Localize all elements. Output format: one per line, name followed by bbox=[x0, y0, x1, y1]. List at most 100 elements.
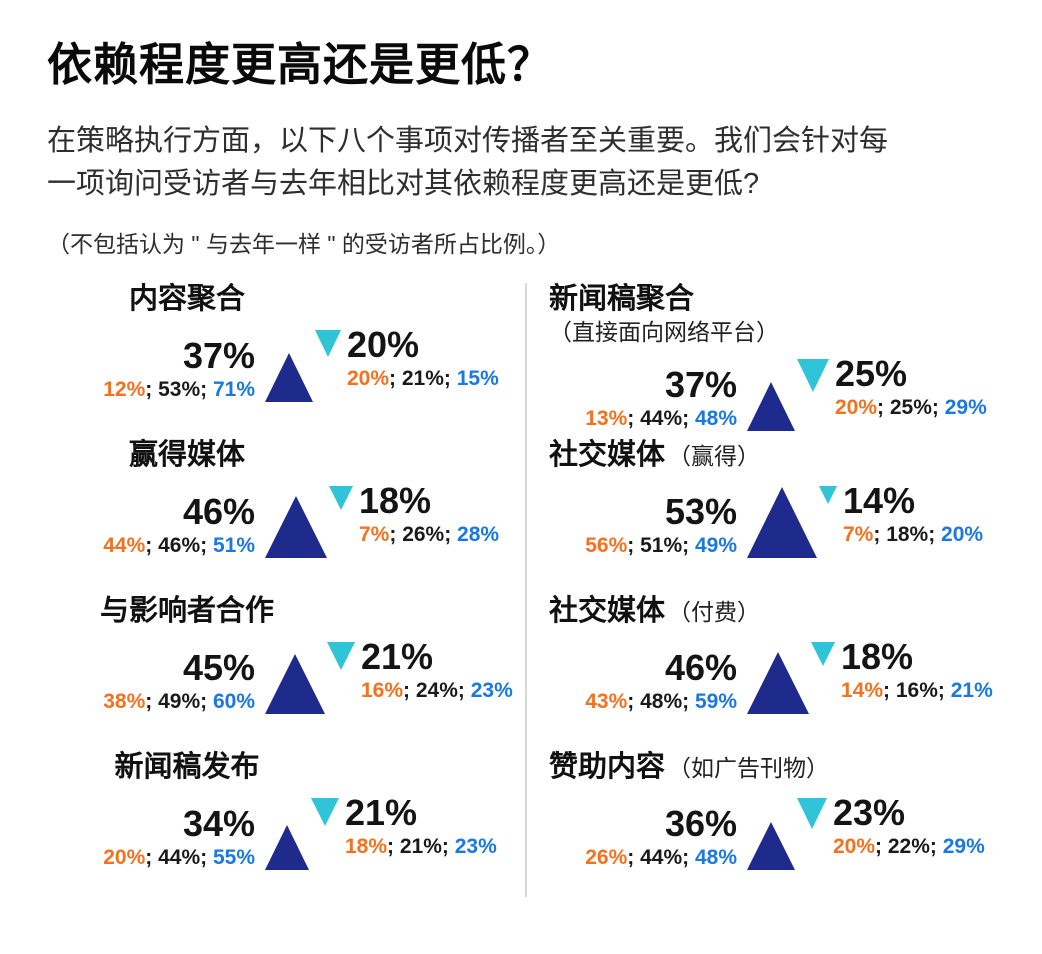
down-breakdown-orange: 20% bbox=[833, 835, 888, 858]
down-breakdown-black: 16% bbox=[896, 679, 951, 702]
down-breakdown-blue: 21% bbox=[950, 678, 993, 702]
right-column: 新闻稿聚合 （直接面向网络平台） 37% 13%44%48% 25% 20%25%… bbox=[525, 282, 1016, 897]
metric-card-social-media-paid: 社交媒体（付费） 46% 43%48%59% 18% 14%16%21% bbox=[549, 595, 1016, 741]
down-percent: 20% bbox=[347, 323, 420, 365]
up-breakdown-blue: 60% bbox=[212, 689, 255, 713]
down-breakdown-blue: 29% bbox=[944, 396, 987, 420]
down-stats: 20% 20%21%15% bbox=[313, 326, 499, 391]
card-chart: 34% 20%44%55% 21% 18%21%23% bbox=[47, 792, 525, 870]
up-stats: 46% 43%48%59% bbox=[549, 649, 737, 714]
up-breakdown: 13%44%48% bbox=[585, 407, 737, 431]
up-triangle-icon bbox=[265, 653, 325, 714]
card-subtitle-text: （赢得） bbox=[668, 442, 761, 469]
up-stats: 34% 20%44%55% bbox=[47, 805, 255, 870]
up-breakdown-blue: 49% bbox=[694, 533, 737, 557]
up-breakdown-black: 44% bbox=[640, 846, 695, 869]
down-stats: 18% 7%26%28% bbox=[327, 482, 499, 547]
card-title: 与影响者合作 bbox=[47, 595, 327, 628]
metric-card-earned-media: 赢得媒体 46% 44%46%51% 18% 7%26%28% bbox=[47, 439, 525, 585]
down-percent: 18% bbox=[359, 479, 432, 521]
card-title-text: 赞助内容 bbox=[549, 750, 666, 783]
card-title: 新闻稿聚合 （直接面向网络平台） bbox=[549, 283, 1016, 346]
up-stats: 36% 26%44%48% bbox=[549, 805, 737, 870]
down-breakdown-blue: 23% bbox=[470, 678, 513, 702]
up-breakdown-blue: 71% bbox=[212, 377, 255, 401]
up-triangle-icon bbox=[747, 382, 795, 432]
up-breakdown-black: 53% bbox=[158, 378, 213, 401]
down-breakdown-blue: 28% bbox=[457, 522, 500, 546]
down-breakdown: 14%16%21% bbox=[841, 679, 993, 703]
header: 依赖程度更高还是更低？ 在策略执行方面，以下八个事项对传播者至关重要。我们会针对… bbox=[47, 40, 1016, 259]
card-subtitle-text: （直接面向网络平台） bbox=[549, 318, 779, 345]
down-triangle-icon bbox=[819, 485, 837, 504]
page-title: 依赖程度更高还是更低？ bbox=[47, 39, 554, 90]
up-breakdown-black: 48% bbox=[640, 690, 695, 713]
down-breakdown-orange: 20% bbox=[835, 396, 890, 419]
up-breakdown-orange: 13% bbox=[585, 407, 640, 430]
down-percent: 21% bbox=[345, 791, 418, 833]
card-title-text: 内容聚合 bbox=[128, 282, 245, 315]
down-stats: 25% 20%25%29% bbox=[795, 355, 987, 420]
card-title-text: 社交媒体 bbox=[549, 594, 666, 627]
down-breakdown-black: 21% bbox=[400, 835, 455, 858]
card-chart: 53% 56%51%49% 14% 7%18%20% bbox=[549, 480, 1016, 558]
down-breakdown: 7%26%28% bbox=[359, 523, 499, 547]
left-column: 内容聚合 37% 12%53%71% 20% 20%21%15% 赢得媒体 bbox=[47, 283, 525, 897]
down-stats: 21% 16%24%23% bbox=[325, 638, 513, 703]
down-stats: 21% 18%21%23% bbox=[309, 794, 497, 859]
down-breakdown: 16%24%23% bbox=[361, 679, 513, 703]
up-breakdown-black: 46% bbox=[158, 534, 213, 557]
up-percent: 34% bbox=[182, 803, 255, 845]
down-stat-stack: 14% 7%18%20% bbox=[843, 482, 983, 547]
up-breakdown-blue: 48% bbox=[694, 407, 737, 431]
up-percent: 36% bbox=[664, 803, 737, 845]
up-triangle-icon bbox=[265, 495, 327, 558]
metric-card-press-release-aggregation: 新闻稿聚合 （直接面向网络平台） 37% 13%44%48% 25% 20%25%… bbox=[549, 283, 1016, 432]
card-title: 社交媒体 （付费） bbox=[549, 595, 1016, 628]
card-chart: 37% 13%44%48% 25% 20%25%29% bbox=[549, 353, 1016, 432]
up-percent: 46% bbox=[664, 647, 737, 689]
up-breakdown-black: 44% bbox=[640, 407, 695, 430]
card-chart: 45% 38%49%60% 21% 16%24%23% bbox=[47, 636, 525, 714]
up-stats: 37% 12%53%71% bbox=[47, 337, 255, 402]
card-subtitle-text: （如广告刊物） bbox=[668, 754, 830, 781]
card-title: 社交媒体 （赢得） bbox=[549, 439, 1016, 472]
down-triangle-icon bbox=[311, 797, 339, 826]
up-breakdown: 20%44%55% bbox=[103, 846, 255, 870]
metric-card-sponsored-content: 赞助内容（如广告刊物） 36% 26%44%48% 23% 20%22%29% bbox=[549, 751, 1016, 897]
down-triangle-icon bbox=[797, 797, 827, 829]
intro-text: 在策略执行方面，以下八个事项对传播者至关重要。我们会针对每一项询问受访者与去年相… bbox=[47, 124, 889, 201]
down-percent: 21% bbox=[361, 635, 434, 677]
up-breakdown: 12%53%71% bbox=[103, 378, 255, 402]
up-stats: 45% 38%49%60% bbox=[47, 649, 255, 714]
up-breakdown-blue: 48% bbox=[694, 845, 737, 869]
up-triangle-icon bbox=[265, 352, 313, 402]
card-chart: 46% 43%48%59% 18% 14%16%21% bbox=[549, 636, 1016, 714]
up-breakdown-black: 51% bbox=[640, 534, 695, 557]
down-breakdown-black: 24% bbox=[416, 679, 471, 702]
up-breakdown: 26%44%48% bbox=[585, 846, 737, 870]
down-stats: 14% 7%18%20% bbox=[817, 482, 983, 547]
card-chart: 37% 12%53%71% 20% 20%21%15% bbox=[47, 324, 525, 402]
down-triangle-icon bbox=[315, 329, 341, 357]
up-percent: 46% bbox=[182, 491, 255, 533]
card-title-text: 新闻稿聚合 bbox=[549, 282, 695, 315]
down-percent: 14% bbox=[843, 479, 916, 521]
down-breakdown: 20%22%29% bbox=[833, 835, 985, 859]
down-stat-stack: 18% 14%16%21% bbox=[841, 638, 993, 703]
up-breakdown-orange: 12% bbox=[103, 378, 158, 401]
card-title-text: 社交媒体 bbox=[549, 438, 666, 471]
up-breakdown-orange: 20% bbox=[103, 846, 158, 869]
down-breakdown-orange: 20% bbox=[347, 367, 402, 390]
card-title-text: 赢得媒体 bbox=[128, 438, 245, 471]
down-breakdown-black: 18% bbox=[886, 523, 941, 546]
down-triangle-icon bbox=[327, 641, 355, 670]
up-breakdown-orange: 26% bbox=[585, 846, 640, 869]
card-title-text: 与影响者合作 bbox=[99, 594, 274, 627]
down-breakdown-blue: 15% bbox=[456, 366, 499, 390]
up-stats: 37% 13%44%48% bbox=[549, 366, 737, 431]
card-title-text: 新闻稿发布 bbox=[114, 750, 260, 783]
down-stat-stack: 21% 16%24%23% bbox=[361, 638, 513, 703]
down-triangle-icon bbox=[811, 641, 835, 666]
metric-card-influencer-collaboration: 与影响者合作 45% 38%49%60% 21% 16%24%23% bbox=[47, 595, 525, 741]
